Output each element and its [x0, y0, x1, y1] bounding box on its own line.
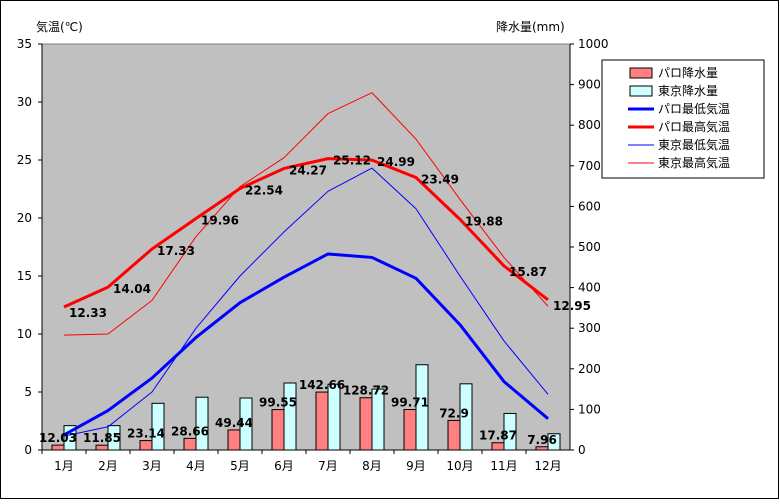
y-right-tick-label: 0 [578, 443, 586, 457]
legend-paro-min-temp-label: パロ最低気温 [658, 101, 730, 116]
x-tick-label: 4月 [186, 459, 206, 473]
x-tick-label: 6月 [274, 459, 294, 473]
precip-label-5: 49.44 [215, 416, 253, 430]
legend-tokyo-precip-swatch [629, 85, 653, 97]
bar-paro-precip-9 [403, 409, 417, 451]
legend-tokyo-max-temp-label: 東京最高気温 [658, 155, 730, 170]
tokyo-max-temp-line [63, 92, 549, 336]
max-temp-label-1: 12.33 [69, 306, 107, 320]
bar-paro-precip-8 [359, 397, 373, 451]
precip-label-8: 128.72 [343, 384, 389, 398]
precip-label-2: 11.85 [83, 431, 121, 445]
max-temp-label-8: 24.99 [377, 155, 415, 169]
y-right-tick-label: 300 [578, 321, 601, 335]
y-right-tick-label: 800 [578, 118, 601, 132]
x-tick-label: 3月 [142, 459, 162, 473]
y-left-tick-label: 25 [17, 153, 32, 167]
y-left-tick-label: 0 [24, 443, 32, 457]
bar-paro-precip-11 [491, 442, 505, 451]
paro-min-temp-line [63, 252, 549, 437]
bar-paro-precip-5 [227, 429, 241, 451]
bar-tokyo-precip-7 [327, 383, 341, 451]
x-tick-label: 10月 [446, 459, 473, 473]
paro-max-temp-line [63, 157, 549, 309]
y-left-tick-label: 5 [24, 385, 32, 399]
x-tick-label: 9月 [406, 459, 426, 473]
precip-label-10: 72.9 [439, 406, 469, 420]
y-right-tick-label: 700 [578, 159, 601, 173]
y-right-tick-label: 400 [578, 281, 601, 295]
y-left-tick-label: 30 [17, 95, 32, 109]
legend-paro-precip-swatch [629, 67, 653, 79]
y-right-tick-label: 600 [578, 199, 601, 213]
bar-paro-precip-6 [271, 409, 285, 451]
max-temp-label-11: 15.87 [509, 265, 547, 279]
legend-tokyo-precip-label: 東京降水量 [658, 84, 718, 98]
y-right-tick-label: 900 [578, 78, 601, 92]
max-temp-label-5: 22.54 [245, 184, 283, 198]
max-temp-label-12: 12.95 [553, 299, 591, 313]
y-left-tick-label: 15 [17, 269, 32, 283]
precip-label-3: 23.14 [127, 427, 165, 441]
bar-paro-precip-1 [51, 444, 65, 451]
y-right-tick-label: 100 [578, 402, 601, 416]
legend-paro-precip-label: パロ降水量 [658, 66, 718, 80]
precip-label-6: 99.55 [259, 396, 297, 410]
x-tick-label: 12月 [534, 459, 561, 473]
precip-label-7: 142.66 [299, 378, 345, 392]
x-tick-label: 2月 [98, 459, 118, 473]
precip-label-1: 12.03 [39, 431, 77, 445]
max-temp-label-4: 19.96 [201, 213, 239, 227]
bar-paro-precip-7 [315, 391, 329, 451]
bar-paro-precip-2 [95, 444, 109, 451]
y-left-tick-label: 10 [17, 327, 32, 341]
max-temp-label-3: 17.33 [157, 244, 195, 258]
bar-paro-precip-3 [139, 440, 153, 451]
precip-label-11: 17.87 [479, 429, 517, 443]
tokyo-min-temp-line [63, 167, 549, 437]
legend-tokyo-min-temp-label: 東京最低気温 [658, 137, 730, 152]
axes-layer: 0 5 10 15 20 25 30 35 0 100 200 300 400 500 600 700 800 9… [17, 19, 609, 473]
y-right-tick-label: 500 [578, 240, 601, 254]
precip-label-9: 99.71 [391, 396, 429, 410]
precip-label-4: 28.66 [171, 424, 209, 438]
max-temp-label-2: 14.04 [113, 282, 151, 296]
y-right-tick-label: 1000 [578, 37, 609, 51]
y-left-tick-label: 35 [17, 37, 32, 51]
y-left-axis-title: 気温(℃) [36, 19, 83, 34]
max-temp-label-9: 23.49 [421, 173, 459, 187]
plot-area [41, 43, 571, 451]
lines-layer [63, 92, 549, 437]
max-temp-label-6: 24.27 [289, 163, 327, 177]
x-tick-label: 1月 [54, 459, 74, 473]
legend-paro-max-temp-label: パロ最高気温 [658, 119, 730, 134]
y-right-tick-label: 200 [578, 362, 601, 376]
bar-paro-precip-4 [183, 437, 197, 451]
bar-tokyo-precip-6 [283, 382, 297, 451]
y-right-axis-title: 降水量(mm) [496, 20, 565, 34]
bars-layer [51, 364, 561, 451]
max-temp-label-7: 25.12 [333, 154, 371, 168]
x-tick-label: 11月 [490, 459, 517, 473]
x-tick-label: 8月 [362, 459, 382, 473]
y-left-tick-label: 20 [17, 211, 32, 225]
bar-paro-precip-10 [447, 419, 461, 451]
precip-label-12: 7.96 [527, 433, 557, 447]
labels-layer: 12.03 11.85 23.14 28.66 49.44 99.55142.66128.… [39, 154, 591, 447]
bar-tokyo-precip-8 [371, 388, 385, 451]
max-temp-label-10: 19.88 [465, 214, 503, 228]
x-tick-label: 7月 [318, 459, 338, 473]
x-tick-label: 5月 [230, 459, 250, 473]
legend-box [601, 59, 765, 179]
